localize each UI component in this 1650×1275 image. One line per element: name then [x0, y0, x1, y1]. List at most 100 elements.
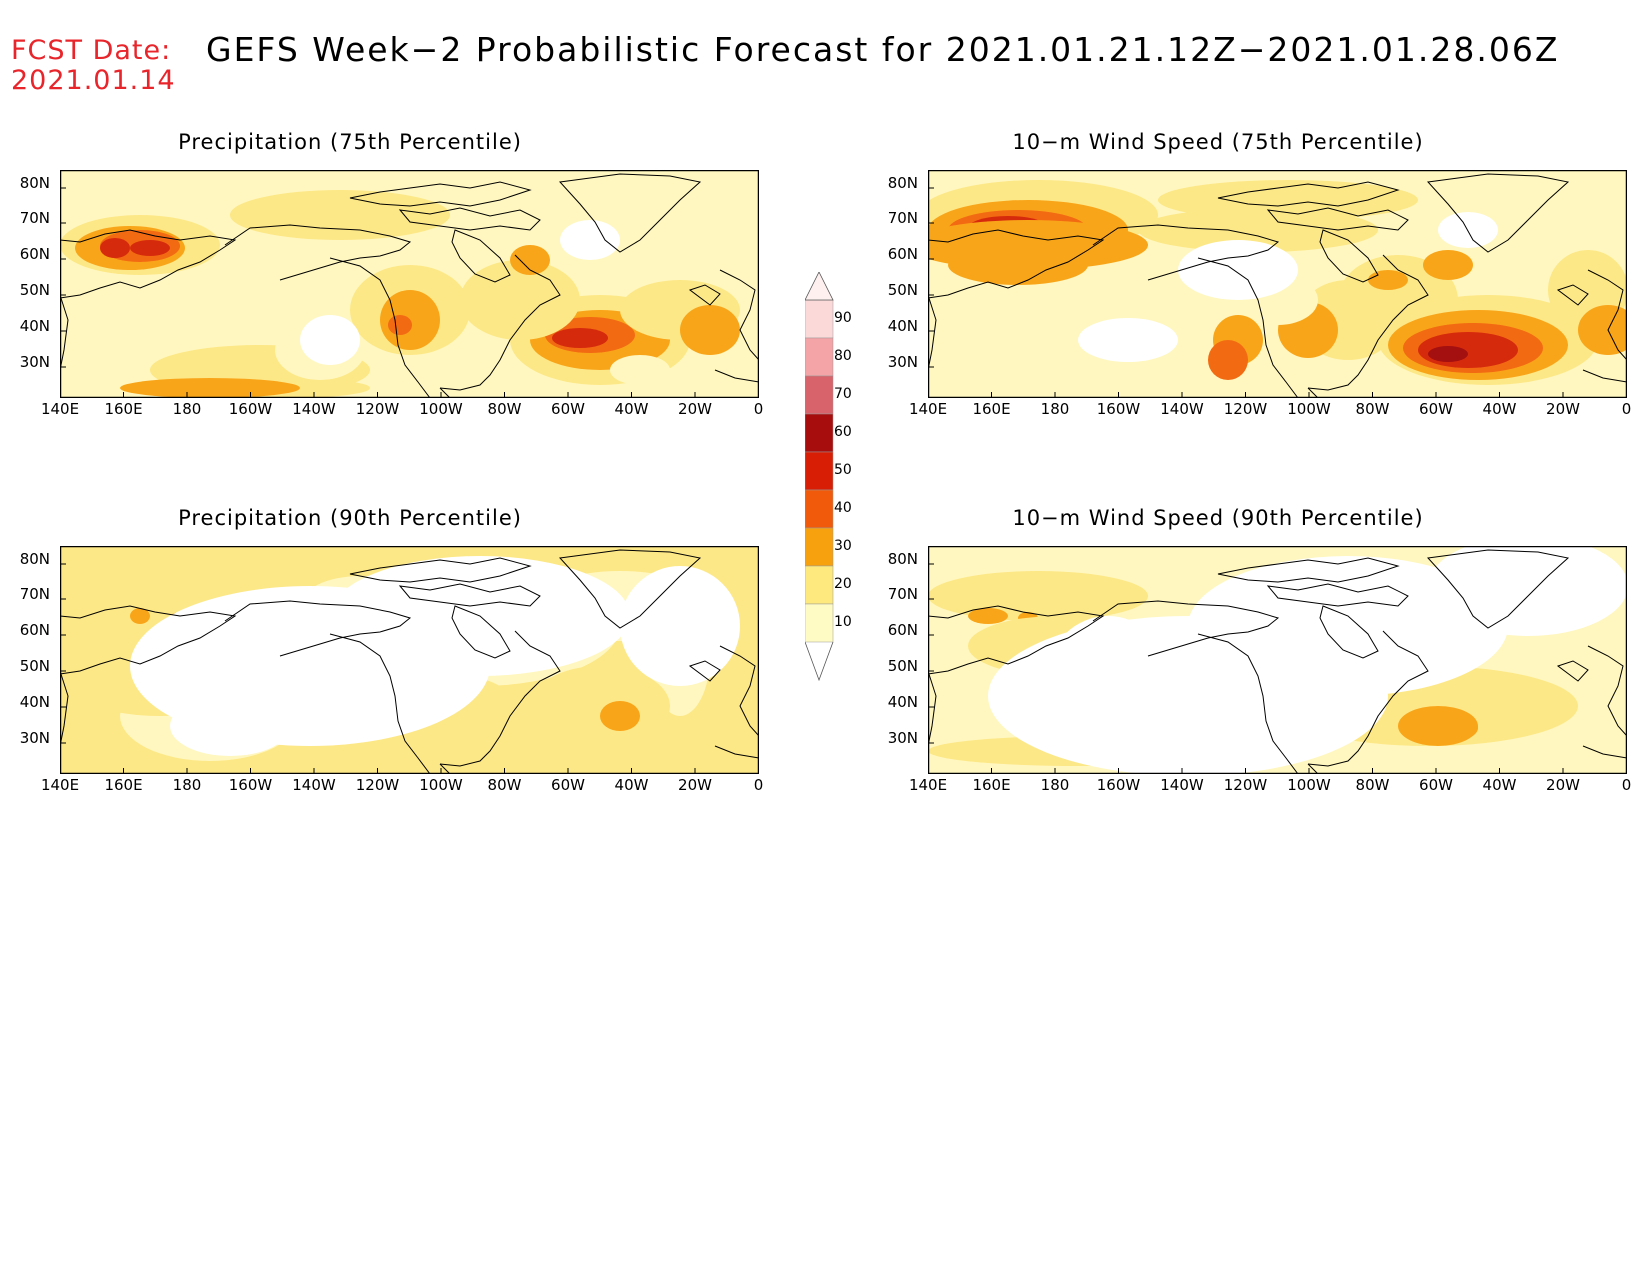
colorbar-swatch — [805, 489, 834, 529]
longitude-tick-label: 40W — [614, 776, 649, 794]
coastline — [1307, 630, 1429, 767]
coastline — [1556, 660, 1589, 682]
longitude-tick-label: 180 — [1040, 776, 1070, 794]
colorbar-swatches — [805, 272, 834, 682]
latitude-tick-label: 70N — [887, 209, 918, 227]
colorbar-label: 50 — [834, 462, 852, 478]
longitude-tick-label: 20W — [1546, 776, 1580, 794]
coastline — [1307, 763, 1319, 774]
coastline — [1266, 207, 1409, 231]
longitude-tick-label: 40W — [1482, 400, 1517, 418]
coastline — [60, 670, 69, 747]
colorbar-label: 40 — [834, 500, 852, 516]
latitude-tick-label: 80N — [19, 174, 50, 192]
longitude-tick-label: 60W — [1419, 776, 1453, 794]
panel-wind-speed-75: 10−m Wind Speed (75th Percentile) 80N 70N… — [868, 130, 1632, 420]
longitude-tick-label: 0 — [753, 776, 764, 794]
coastline — [349, 181, 532, 207]
colorbar: 90 80 70 60 50 40 30 20 10 — [805, 272, 865, 682]
colorbar-swatch — [805, 603, 834, 643]
longitude-tick-label: 160W — [1096, 776, 1141, 794]
colorbar-label: 20 — [834, 576, 852, 592]
longitude-tick-label: 20W — [678, 776, 712, 794]
coastline — [928, 229, 1105, 299]
longitude-tick-label: 0 — [753, 400, 764, 418]
coastline — [714, 745, 759, 759]
forecast-date-value: 2021.01.14 — [11, 65, 176, 96]
forecast-date-block: FCST Date: 2021.01.14 — [11, 36, 176, 96]
coastline — [439, 630, 561, 767]
coastline — [439, 763, 451, 774]
coastline — [1197, 257, 1299, 398]
probability-contour — [510, 245, 550, 275]
coastline — [1217, 181, 1400, 207]
latitude-tick-label: 30N — [887, 729, 918, 747]
latitude-tick-label: 50N — [19, 657, 50, 675]
coastline — [1307, 387, 1319, 398]
coastline — [398, 583, 541, 607]
longitude-tick-label: 60W — [551, 400, 585, 418]
coastline — [224, 600, 412, 657]
latitude-tick-label: 70N — [887, 585, 918, 603]
colorbar-bottom-arrow — [805, 641, 834, 682]
panel-precipitation-90: Precipitation (90th Percentile) 80N 70N 60… — [0, 506, 764, 796]
coastline — [1319, 605, 1379, 659]
latitude-tick-label: 80N — [887, 550, 918, 568]
longitude-tick-label: 60W — [1419, 400, 1453, 418]
colorbar-swatch — [805, 337, 834, 377]
longitude-tick-label: 140E — [908, 776, 948, 794]
colorbar-swatch — [805, 527, 834, 567]
probability-contour — [230, 190, 450, 240]
probability-contour — [1158, 180, 1418, 220]
panel-title: Precipitation (75th Percentile) — [178, 130, 522, 154]
coastline — [1582, 369, 1627, 383]
coastline — [1266, 583, 1409, 607]
longitude-tick-label: 140E — [40, 400, 80, 418]
panel-title: 10−m Wind Speed (75th Percentile) — [1012, 130, 1424, 154]
colorbar-swatch — [805, 413, 834, 453]
forecast-date-label: FCST Date: — [11, 35, 172, 66]
map-frame — [60, 170, 759, 398]
longitude-tick-label: 100W — [419, 776, 463, 794]
longitude-tick-label: 140E — [40, 776, 80, 794]
colorbar-label: 30 — [834, 538, 852, 554]
coastline — [398, 207, 541, 231]
coastline — [451, 229, 511, 283]
latitude-tick-label: 70N — [19, 209, 50, 227]
colorbar-swatch — [805, 375, 834, 415]
coastline — [719, 269, 759, 361]
colorbar-swatch — [805, 451, 834, 491]
coastline — [60, 294, 69, 371]
longitude-tick-label: 100W — [1287, 776, 1331, 794]
longitude-tick-label: 120W — [355, 776, 400, 794]
longitude-tick-label: 160E — [104, 400, 143, 418]
probability-contour — [1418, 714, 1478, 742]
coastline — [714, 369, 759, 383]
coastline — [329, 633, 431, 774]
panel-wind-speed-90: 10−m Wind Speed (90th Percentile) 80N 70N… — [868, 506, 1632, 796]
latitude-tick-label: 50N — [887, 657, 918, 675]
coastline — [1426, 173, 1570, 253]
longitude-tick-label: 160W — [228, 776, 273, 794]
coastline — [451, 605, 511, 659]
longitude-tick-label: 40W — [614, 400, 649, 418]
longitude-tick-label: 180 — [172, 400, 202, 418]
coastline — [1092, 600, 1280, 657]
coastline — [558, 173, 702, 253]
longitude-tick-label: 120W — [1223, 776, 1268, 794]
probability-contour — [600, 701, 640, 731]
coastline — [224, 224, 412, 281]
coastline — [1426, 549, 1570, 629]
longitude-tick-label: 160W — [228, 400, 273, 418]
probability-contour — [1368, 270, 1408, 290]
below-threshold-area — [170, 696, 290, 756]
panel-title: Precipitation (90th Percentile) — [178, 506, 522, 530]
latitude-tick-label: 30N — [887, 353, 918, 371]
latitude-tick-label: 50N — [19, 281, 50, 299]
colorbar-label: 80 — [834, 348, 852, 364]
map-frame — [928, 170, 1627, 398]
longitude-tick-label: 80W — [487, 400, 522, 418]
coastline — [1582, 745, 1627, 759]
precipitation-75-map — [60, 170, 759, 398]
coastline — [928, 605, 1105, 675]
